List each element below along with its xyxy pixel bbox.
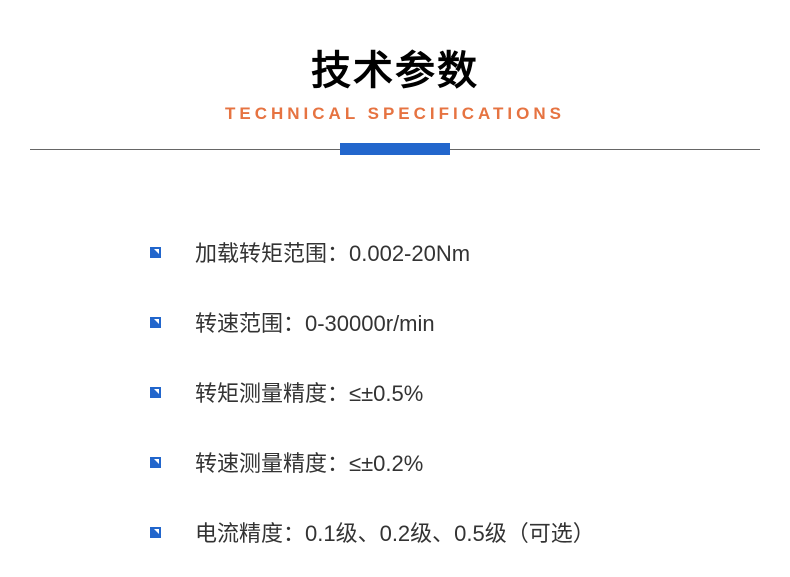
title-chinese: 技术参数	[0, 38, 790, 96]
spec-item: 电流精度：0.1级、0.2级、0.5级（可选）	[150, 516, 790, 548]
divider-accent-bar	[340, 143, 450, 155]
bullet-icon	[150, 387, 161, 398]
spec-item: 加载转矩范围：0.002-20Nm	[150, 236, 790, 268]
spec-text: 电流精度：0.1级、0.2级、0.5级（可选）	[195, 516, 595, 548]
spec-sheet: 技术参数 TECHNICAL SPECIFICATIONS 加载转矩范围：0.0…	[0, 0, 790, 548]
bullet-icon	[150, 317, 161, 328]
bullet-icon	[150, 527, 161, 538]
bullet-icon	[150, 457, 161, 468]
spec-list: 加载转矩范围：0.002-20Nm 转速范围：0-30000r/min 转矩测量…	[0, 236, 790, 548]
spec-item: 转矩测量精度：≤±0.5%	[150, 376, 790, 408]
spec-text: 加载转矩范围：0.002-20Nm	[195, 236, 470, 268]
spec-item: 转速范围：0-30000r/min	[150, 306, 790, 338]
bullet-icon	[150, 247, 161, 258]
spec-item: 转速测量精度：≤±0.2%	[150, 446, 790, 478]
spec-text: 转速范围：0-30000r/min	[195, 306, 435, 338]
divider	[0, 142, 790, 156]
title-english: TECHNICAL SPECIFICATIONS	[0, 104, 790, 124]
spec-text: 转矩测量精度：≤±0.5%	[195, 376, 423, 408]
spec-text: 转速测量精度：≤±0.2%	[195, 446, 423, 478]
